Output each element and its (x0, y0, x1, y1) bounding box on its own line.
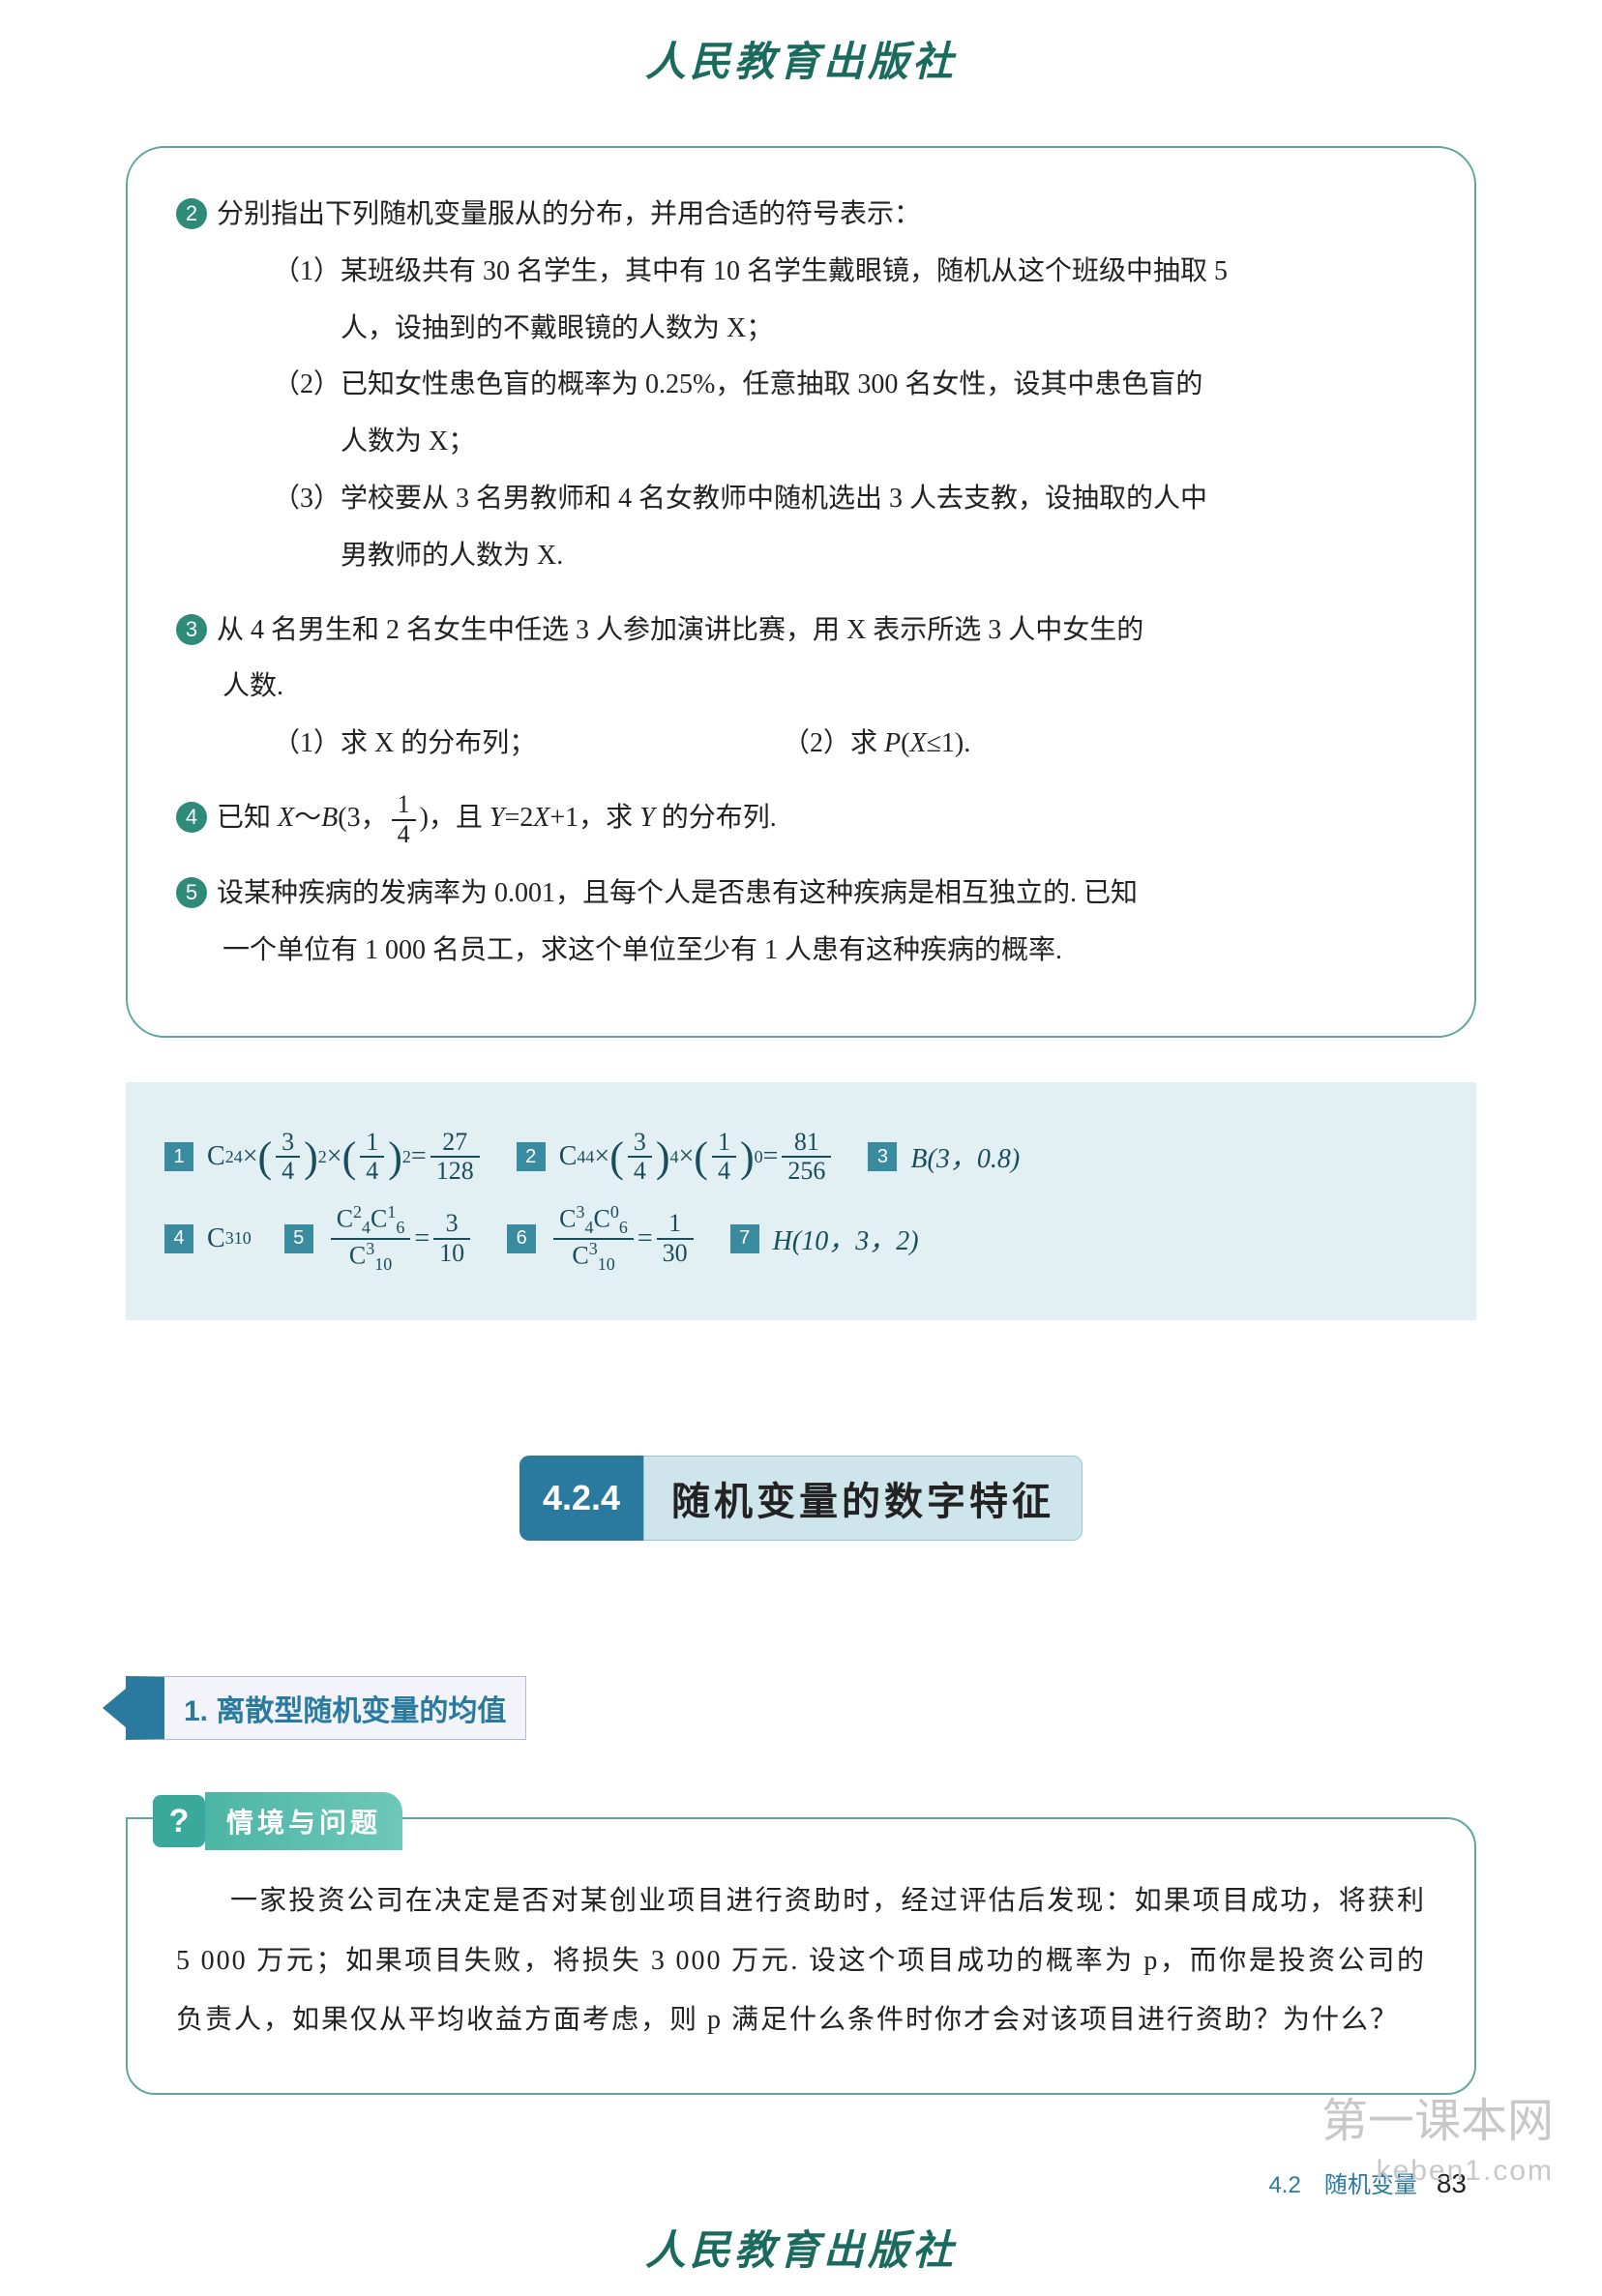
context-tab: ? 情境与问题 (153, 1792, 402, 1850)
page-content: 2 分别指出下列随机变量服从的分布，并用合适的符号表示： （1）某班级共有 30 … (0, 146, 1602, 2095)
ans5-num: 5 (284, 1224, 313, 1253)
exercises-box: 2 分别指出下列随机变量服从的分布，并用合适的符号表示： （1）某班级共有 30 … (126, 146, 1476, 1038)
ans6-num: 6 (507, 1224, 536, 1253)
q2-intro: 分别指出下列随机变量服从的分布，并用合适的符号表示： (217, 199, 921, 229)
ans3-num: 3 (868, 1142, 897, 1171)
section-number: 4.2.4 (519, 1456, 643, 1541)
publisher-bottom: 人民教育出版社 (0, 2218, 1602, 2277)
ans-7: 7 H(10，3，2) (730, 1220, 919, 1258)
exercise-3: 3 从 4 名男生和 2 名女生中任选 3 人参加演讲比赛，用 X 表示所选 3 … (176, 603, 1426, 773)
section-title: 4.2.4 随机变量的数字特征 (126, 1456, 1476, 1541)
exercise-5: 5 设某种疾病的发病率为 0.001，且每个人是否患有这种疾病是相互独立的. 已知… (176, 866, 1426, 980)
q3-s2: （2）求 P(X≤1). (783, 728, 970, 758)
ans-6: 6 C34C06C310=130 (507, 1203, 697, 1274)
sub-heading: 1. 离散型随机变量的均值 (184, 1695, 506, 1727)
answers-row-2: 4 C310 5 C24C16C310=310 6 C34C06C310=130… (164, 1203, 1438, 1274)
sub-heading-wrap: 1. 离散型随机变量的均值 (126, 1676, 526, 1740)
ans-3: 3 B(3，0.8) (868, 1137, 1020, 1176)
q3-number: 3 (176, 614, 207, 645)
watermark-line2: keben1.com (1321, 2152, 1554, 2190)
q5-number: 5 (176, 877, 207, 908)
ans4-num: 4 (164, 1224, 193, 1253)
section-label: 随机变量的数字特征 (643, 1456, 1083, 1541)
q5-l2: 一个单位有 1 000 名员工，求这个单位至少有 1 人患有这种疾病的概率. (176, 923, 1426, 980)
q3-line: 从 4 名男生和 2 名女生中任选 3 人参加演讲比赛，用 X 表示所选 3 人… (217, 615, 1143, 645)
q4-number: 4 (176, 802, 207, 833)
watermark-line1: 第一课本网 (1321, 2092, 1554, 2152)
publisher-top: 人民教育出版社 (0, 29, 1602, 88)
arrow-icon (103, 1689, 126, 1727)
ans2-num: 2 (517, 1142, 546, 1171)
q2-s3: （3）学校要从 3 名男教师和 4 名女教师中随机选出 3 人去支教，设抽取的人… (176, 471, 1426, 528)
context-wrap: ? 情境与问题 一家投资公司在决定是否对某创业项目进行资助时，经过评估后发现：如… (126, 1817, 1476, 2095)
exercise-2: 2 分别指出下列随机变量服从的分布，并用合适的符号表示： （1）某班级共有 30 … (176, 187, 1426, 585)
ans7-num: 7 (730, 1224, 759, 1253)
q2-s3b: 男教师的人数为 X. (176, 528, 1426, 585)
context-label: 情境与问题 (205, 1792, 402, 1850)
q2-s2: （2）已知女性患色盲的概率为 0.25%，任意抽取 300 名女性，设其中患色盲… (176, 357, 1426, 414)
ans1-num: 1 (164, 1142, 193, 1171)
answers-row-1: 1 C24×(34)2×(14)2=27128 2 C44×(34)4×(14)… (164, 1129, 1438, 1186)
q3-s1: （1）求 X 的分布列； (273, 716, 776, 773)
q2-s2b: 人数为 X； (176, 414, 1426, 471)
question-icon: ? (153, 1795, 205, 1847)
ans-2: 2 C44×(34)4×(14)0=81256 (517, 1129, 836, 1186)
q4-post: )，且 Y=2X+1，求 Y 的分布列. (420, 803, 777, 833)
context-box: 一家投资公司在决定是否对某创业项目进行资助时，经过评估后发现：如果项目成功，将获… (126, 1817, 1476, 2095)
q5-l1: 设某种疾病的发病率为 0.001，且每个人是否患有这种疾病是相互独立的. 已知 (217, 878, 1138, 908)
q2-number: 2 (176, 198, 207, 229)
watermark: 第一课本网 keben1.com (1321, 2092, 1554, 2190)
ans-1: 1 C24×(34)2×(14)2=27128 (164, 1129, 484, 1186)
q3-subs: （1）求 X 的分布列； （2）求 P(X≤1). (176, 716, 1426, 773)
q3-cont: 人数. (176, 659, 1426, 716)
ans-5: 5 C24C16C310=310 (284, 1203, 474, 1274)
q2-s1b: 人，设抽到的不戴眼镜的人数为 X； (176, 301, 1426, 358)
q4-pre: 已知 X～B(3， (217, 803, 388, 833)
q4-frac: 14 (392, 791, 416, 848)
context-text: 一家投资公司在决定是否对某创业项目进行资助时，经过评估后发现：如果项目成功，将获… (176, 1871, 1426, 2050)
q2-s1: （1）某班级共有 30 名学生，其中有 10 名学生戴眼镜，随机从这个班级中抽取… (176, 244, 1426, 301)
exercise-4: 4 已知 X～B(3，14)，且 Y=2X+1，求 Y 的分布列. (176, 790, 1426, 848)
ans-4: 4 C310 (164, 1223, 252, 1254)
answers-box: 1 C24×(34)2×(14)2=27128 2 C44×(34)4×(14)… (126, 1082, 1476, 1320)
